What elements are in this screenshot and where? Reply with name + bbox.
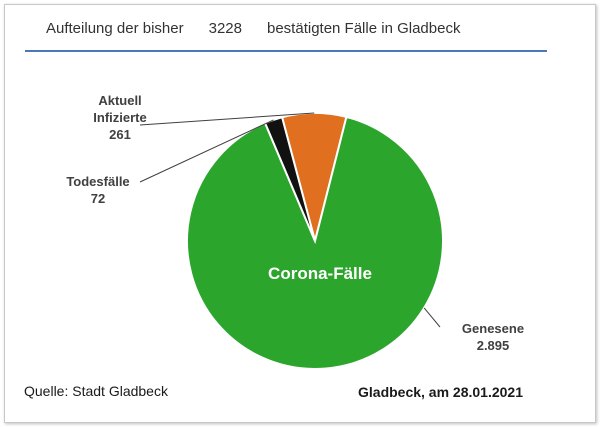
label-value: 72 [90, 191, 106, 206]
date-note: Gladbeck, am 28.01.2021 [358, 384, 523, 400]
label-line: Infizierte [93, 110, 147, 125]
label-line: Genesene [461, 321, 525, 336]
title-prefix: Aufteilung der bisher [46, 20, 184, 37]
label-aktuell-infizierte: Aktuell Infizierte 261 [70, 92, 170, 143]
label-value: 261 [109, 127, 131, 142]
label-genesene: Genesene 2.895 [438, 320, 548, 354]
leader-line [423, 307, 441, 328]
pie-slice [263, 116, 316, 242]
label-line: Aktuell [98, 93, 142, 108]
label-value: 2.895 [476, 338, 510, 353]
title-suffix: bestätigten Fälle in Gladbeck [267, 20, 461, 37]
label-line: Todesfälle [66, 174, 130, 189]
title-total: 3228 [208, 20, 242, 37]
source-note: Quelle: Stadt Gladbeck [24, 383, 168, 399]
chart-title: Aufteilung der bisher 3228 bestätigten F… [46, 20, 460, 37]
leader-line [139, 112, 315, 126]
pie-center-label: Corona-Fälle [268, 264, 372, 283]
pie-slice [185, 115, 444, 370]
title-underline [25, 50, 547, 52]
label-todesfaelle: Todesfälle 72 [48, 173, 148, 207]
leader-line [139, 119, 274, 183]
